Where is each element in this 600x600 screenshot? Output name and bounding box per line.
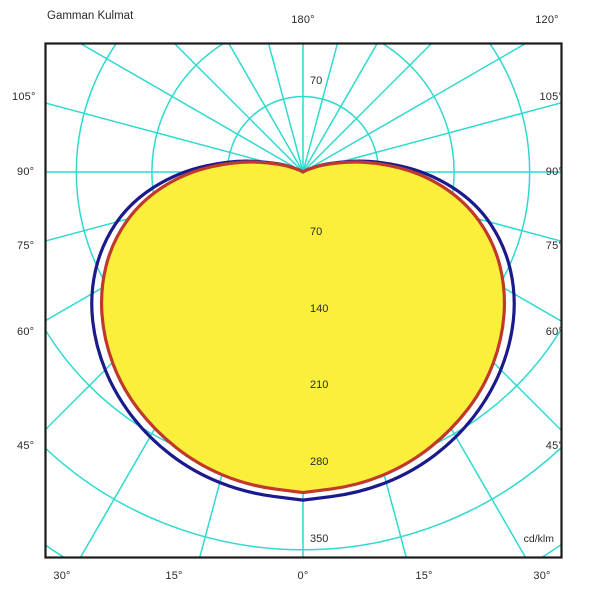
angle-label-right-2: 75° [545,240,563,252]
angle-label-left-3: 60° [17,326,35,338]
radial-tick-label-down_280: 280 [310,456,328,468]
angle-label-left-1: 90° [17,166,35,178]
radial-unit-label: cd/klm [523,533,554,545]
distribution-fill [101,161,505,493]
angle-label-left-0: 105° [12,91,36,103]
radial-tick-label-down_210: 210 [310,379,328,391]
angle-label-bottom-2: 0° [297,570,309,582]
radial-tick-label-down_70: 70 [310,226,322,238]
angle-label-left-2: 75° [17,240,35,252]
angle-label-top-0: 180° [291,14,315,26]
angle-label-bottom-0: 30° [53,570,71,582]
radial-tick-labels: 70 70 140 210 280 350 [310,75,328,545]
angle-label-right-4: 45° [545,440,563,452]
angle-label-right-1: 90° [545,166,563,178]
distribution-curve-c0 [99,160,507,495]
angle-label-bottom-4: 30° [533,570,551,582]
angle-label-left-4: 45° [17,440,35,452]
angle-label-top-1: 120° [535,14,559,26]
radial-tick-label-up_70: 70 [310,75,322,87]
radial-tick-label-down_350: 350 [310,533,328,545]
angle-label-bottom-3: 15° [415,570,433,582]
plot-frame [44,42,563,559]
page-title: Gamman Kulmat [47,10,134,22]
angle-label-right-3: 60° [545,326,563,338]
angle-label-right-0: 105° [539,91,563,103]
angle-label-bottom-1: 15° [165,570,183,582]
radial-tick-label-down_140: 140 [310,303,328,315]
